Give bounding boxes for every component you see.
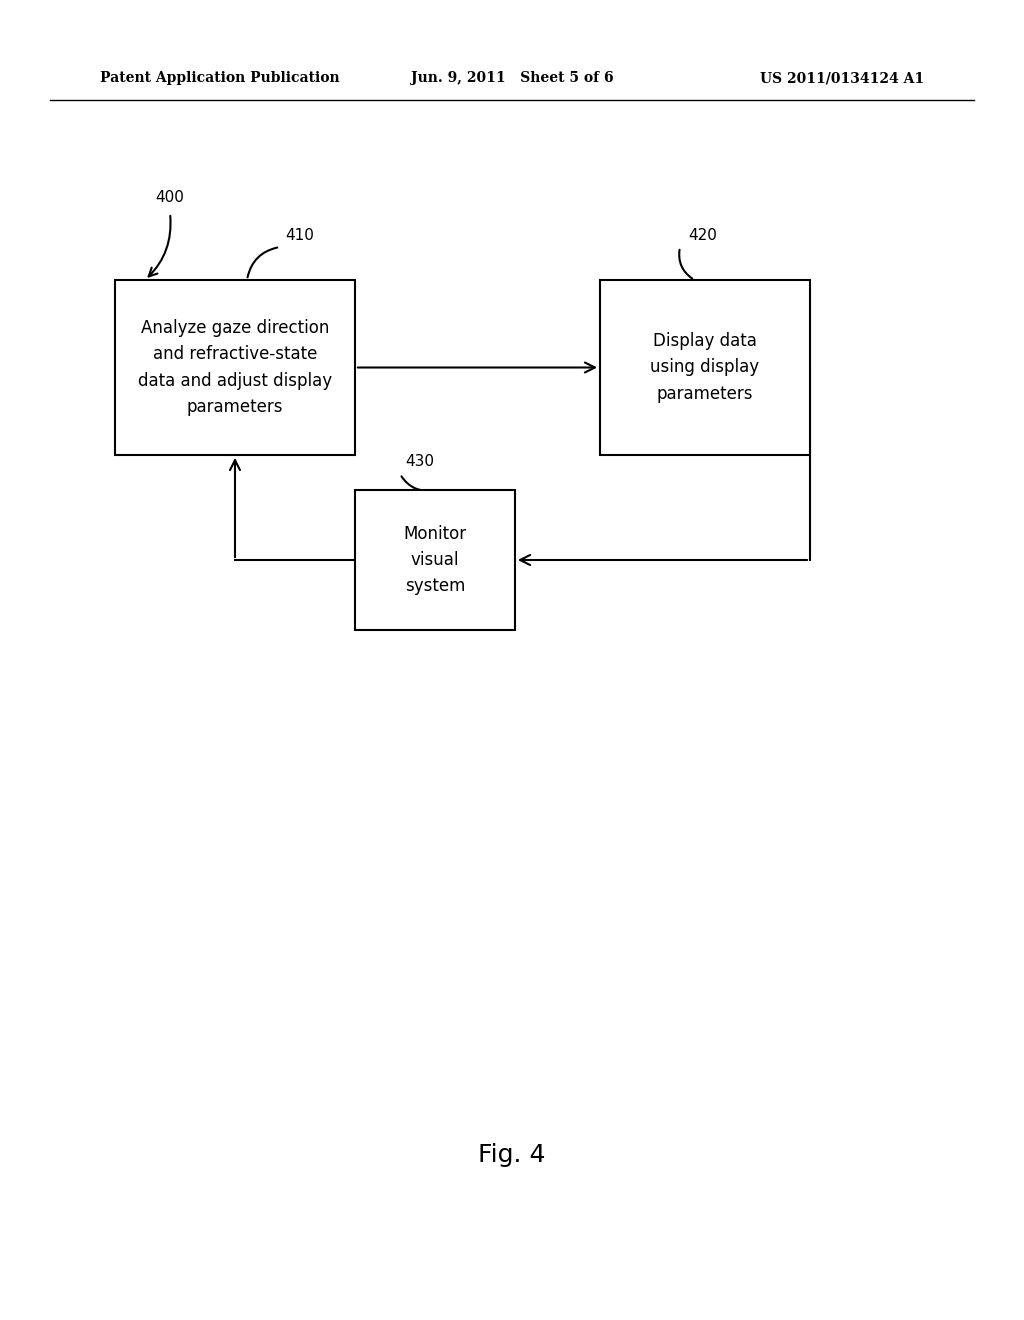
Text: Monitor
visual
system: Monitor visual system [403, 524, 467, 595]
Text: Patent Application Publication: Patent Application Publication [100, 71, 340, 84]
Text: Jun. 9, 2011   Sheet 5 of 6: Jun. 9, 2011 Sheet 5 of 6 [411, 71, 613, 84]
Bar [600, 280, 810, 455]
Text: 430: 430 [406, 454, 434, 470]
Bar [355, 490, 515, 630]
Text: Fig. 4: Fig. 4 [478, 1143, 546, 1167]
Text: US 2011/0134124 A1: US 2011/0134124 A1 [760, 71, 924, 84]
Text: 400: 400 [155, 190, 184, 206]
Bar [115, 280, 355, 455]
Text: Display data
using display
parameters: Display data using display parameters [650, 333, 760, 403]
Text: Analyze gaze direction
and refractive-state
data and adjust display
parameters: Analyze gaze direction and refractive-st… [138, 319, 332, 416]
Text: 420: 420 [688, 227, 717, 243]
Text: 410: 410 [285, 227, 314, 243]
